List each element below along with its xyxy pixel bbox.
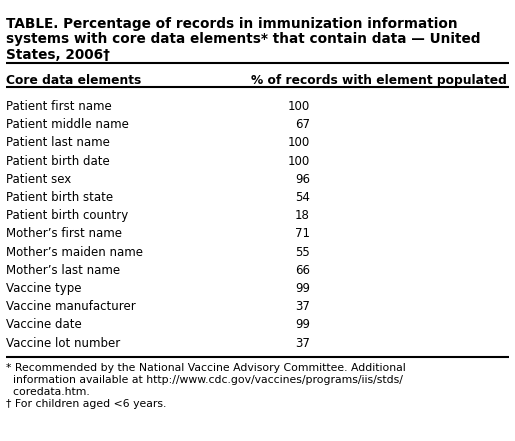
Text: information available at http://www.cdc.gov/vaccines/programs/iis/stds/: information available at http://www.cdc.…: [6, 375, 403, 385]
Text: Patient birth state: Patient birth state: [6, 191, 113, 204]
Text: 100: 100: [288, 155, 310, 168]
Text: Vaccine date: Vaccine date: [6, 318, 82, 331]
Text: Vaccine type: Vaccine type: [6, 282, 81, 295]
Text: † For children aged <6 years.: † For children aged <6 years.: [6, 399, 166, 409]
Text: Patient birth date: Patient birth date: [6, 155, 110, 168]
Text: Patient first name: Patient first name: [6, 100, 112, 113]
Text: coredata.htm.: coredata.htm.: [6, 387, 90, 397]
Text: 99: 99: [295, 318, 310, 331]
Text: % of records with element populated: % of records with element populated: [251, 74, 507, 87]
Text: 67: 67: [295, 118, 310, 131]
Text: Patient middle name: Patient middle name: [6, 118, 129, 131]
Text: TABLE. Percentage of records in immunization information: TABLE. Percentage of records in immuniza…: [6, 17, 458, 31]
Text: States, 2006†: States, 2006†: [6, 48, 110, 62]
Text: 96: 96: [295, 173, 310, 186]
Text: 37: 37: [295, 300, 310, 313]
Text: Mother’s last name: Mother’s last name: [6, 264, 120, 277]
Text: * Recommended by the National Vaccine Advisory Committee. Additional: * Recommended by the National Vaccine Ad…: [6, 363, 406, 373]
Text: Patient sex: Patient sex: [6, 173, 71, 186]
Text: 37: 37: [295, 336, 310, 350]
Text: Vaccine lot number: Vaccine lot number: [6, 336, 120, 350]
Text: Core data elements: Core data elements: [6, 74, 141, 87]
Text: 100: 100: [288, 136, 310, 149]
Text: 66: 66: [295, 264, 310, 277]
Text: systems with core data elements* that contain data — United: systems with core data elements* that co…: [6, 32, 480, 46]
Text: 18: 18: [295, 209, 310, 222]
Text: Vaccine manufacturer: Vaccine manufacturer: [6, 300, 136, 313]
Text: Mother’s maiden name: Mother’s maiden name: [6, 246, 143, 258]
Text: Patient birth country: Patient birth country: [6, 209, 128, 222]
Text: 100: 100: [288, 100, 310, 113]
Text: 99: 99: [295, 282, 310, 295]
Text: 55: 55: [295, 246, 310, 258]
Text: 54: 54: [295, 191, 310, 204]
Text: Patient last name: Patient last name: [6, 136, 110, 149]
Text: Mother’s first name: Mother’s first name: [6, 228, 122, 240]
Text: 71: 71: [295, 228, 310, 240]
